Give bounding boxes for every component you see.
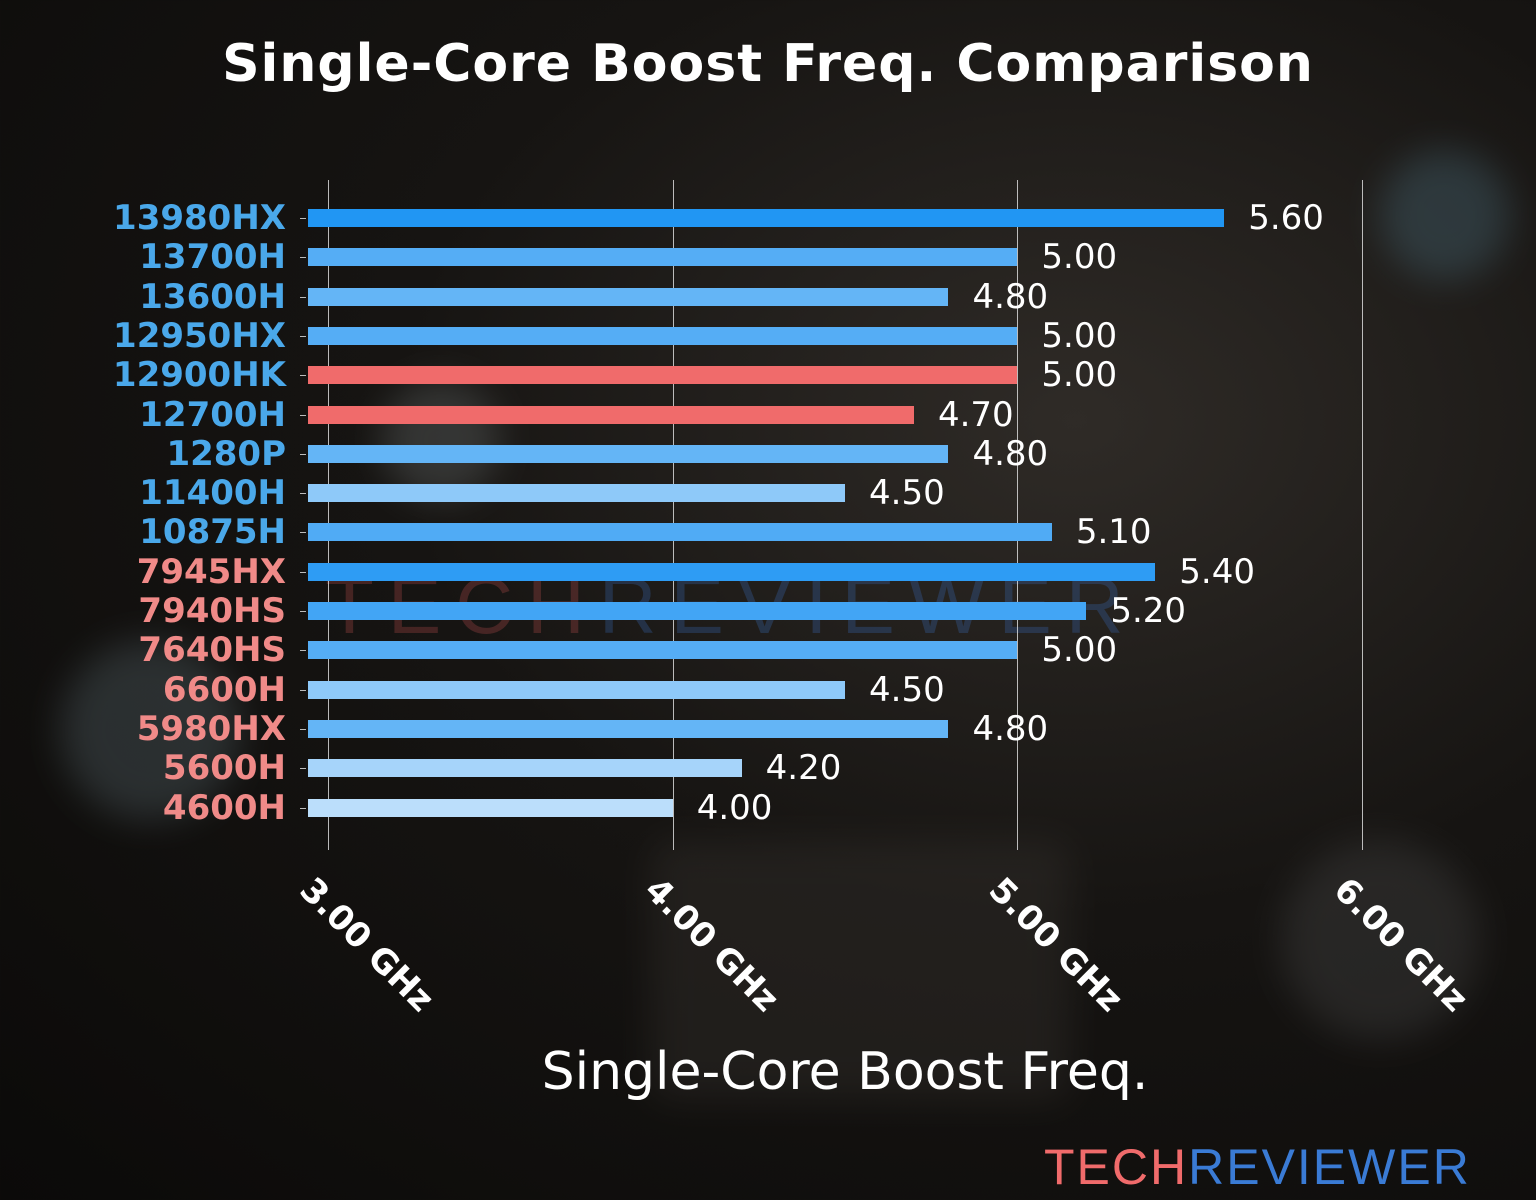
category-label: 5600H (162, 748, 286, 789)
bar (308, 405, 914, 424)
bar (308, 562, 1156, 581)
x-tick-label: 6.00 GHz (1325, 870, 1476, 1020)
y-tick (300, 375, 306, 377)
category-label: 13700H (139, 237, 286, 278)
y-tick (300, 571, 306, 573)
bar (308, 444, 949, 463)
y-tick (300, 768, 306, 770)
y-tick (300, 257, 306, 259)
bar-row: 10875H 5.10 (0, 513, 1536, 552)
category-label: 4600H (162, 787, 286, 828)
y-tick (300, 493, 306, 495)
bar-row: 5980HX 4.80 (0, 708, 1536, 749)
bar-row: 13600H 4.80 (0, 276, 1536, 317)
gridline (1362, 180, 1364, 850)
bar-row: 4600H 4.00 (0, 787, 1536, 828)
category-label: 1280P (166, 433, 286, 474)
bar-row: 12950HX 5.00 (0, 315, 1536, 356)
bar-row: 13700H 5.00 (0, 238, 1536, 277)
bar-row: 7945HX 5.40 (0, 551, 1536, 592)
value-label: 5.00 (1041, 355, 1118, 396)
value-label: 5.40 (1179, 551, 1255, 592)
y-tick (300, 414, 306, 416)
value-label: 5.10 (1075, 512, 1152, 553)
x-tick-label: 3.00 GHz (291, 870, 442, 1020)
bar (308, 759, 742, 778)
value-label: 5.00 (1041, 630, 1118, 671)
y-tick (300, 218, 306, 219)
bar-row: 7640HS 5.00 (0, 631, 1536, 670)
bar-row: 1280P 4.80 (0, 433, 1536, 474)
value-label: 5.00 (1041, 237, 1118, 278)
bar (308, 523, 1052, 542)
bar-row: 12900HK 5.00 (0, 356, 1536, 395)
value-label: 4.50 (869, 669, 945, 710)
gridline (1017, 180, 1019, 850)
gridline (328, 180, 329, 850)
logo-tech: TECH (1044, 1139, 1189, 1195)
chart-title: Single-Core Boost Freq. Comparison (222, 34, 1314, 94)
bar (308, 719, 949, 738)
x-axis-label: Single-Core Boost Freq. (541, 1042, 1149, 1102)
gridline (672, 180, 674, 850)
bar (308, 248, 1018, 267)
y-tick (300, 296, 306, 298)
category-label: 7940HS (138, 591, 286, 631)
bar (308, 602, 1087, 620)
value-label: 4.80 (972, 433, 1049, 474)
value-label: 4.50 (869, 473, 945, 514)
x-tick-label: 5.00 GHz (981, 870, 1131, 1020)
bar-row: 7940HS 5.20 (0, 592, 1536, 631)
bar-row: 12700H 4.70 (0, 394, 1536, 435)
value-label: 4.70 (937, 394, 1014, 435)
category-label: 5980HX (136, 708, 286, 749)
value-label: 4.00 (696, 787, 773, 828)
y-tick (300, 611, 306, 612)
category-label: 12700H (139, 394, 286, 435)
y-tick (300, 453, 306, 455)
y-tick (300, 728, 306, 730)
bar (308, 641, 1018, 660)
x-tick-label: 4.00 GHz (636, 870, 787, 1020)
y-tick (300, 650, 306, 652)
value-label: 5.20 (1110, 591, 1187, 631)
bar-row: 6600H 4.50 (0, 669, 1536, 710)
category-label: 11400H (139, 473, 286, 514)
value-label: 5.00 (1041, 315, 1118, 356)
bar (308, 484, 846, 503)
category-label: 7640HS (138, 630, 286, 671)
bar (308, 366, 1018, 385)
value-label: 4.80 (972, 276, 1049, 317)
bar-row: 13980HX 5.60 (0, 199, 1536, 238)
y-tick (300, 807, 306, 809)
value-label: 5.60 (1248, 198, 1324, 238)
category-label: 12900HK (112, 355, 286, 396)
category-label: 10875H (139, 512, 286, 553)
logo-reviewer: REVIEWER (1188, 1139, 1471, 1195)
category-label: 12950HX (113, 315, 286, 356)
value-label: 4.20 (765, 748, 842, 789)
y-tick (300, 335, 306, 337)
bar (308, 680, 846, 699)
category-label: 13980HX (113, 198, 286, 238)
category-label: 13600H (139, 276, 286, 317)
y-tick (300, 689, 306, 691)
y-tick (300, 532, 306, 534)
value-label: 4.80 (972, 708, 1049, 749)
bar-row: 5600H 4.20 (0, 749, 1536, 788)
bar-row: 11400H 4.50 (0, 474, 1536, 513)
bar (308, 287, 949, 306)
category-label: 6600H (162, 669, 286, 710)
bar (308, 326, 1018, 345)
techreviewer-logo: TECHREVIEWER (1044, 1138, 1471, 1196)
bar (308, 798, 673, 817)
bar (308, 209, 1225, 227)
category-label: 7945HX (136, 551, 286, 592)
